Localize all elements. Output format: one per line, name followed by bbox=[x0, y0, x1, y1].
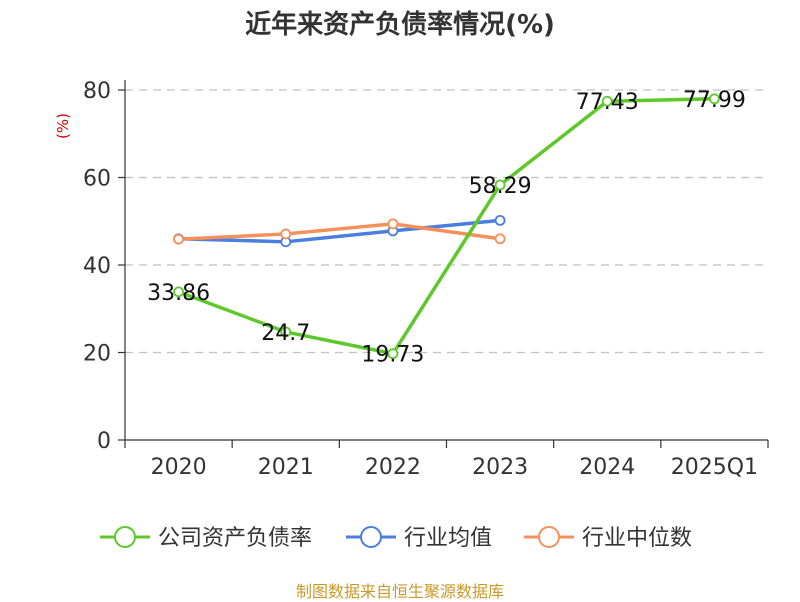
legend-swatch-marker bbox=[360, 526, 382, 548]
y-tick-label: 20 bbox=[83, 342, 111, 367]
data-label: 77.43 bbox=[576, 90, 639, 115]
data-point bbox=[494, 179, 506, 191]
data-point bbox=[280, 228, 292, 240]
x-tick-label: 2024 bbox=[579, 455, 635, 480]
x-tick-label: 2022 bbox=[365, 455, 421, 480]
data-point bbox=[494, 214, 506, 226]
data-label: 77.99 bbox=[683, 88, 746, 113]
data-label: 24.7 bbox=[261, 321, 310, 346]
legend-label: 公司资产负债率 bbox=[158, 526, 312, 551]
chart-title: 近年来资产负债率情况(%) bbox=[245, 10, 555, 40]
y-tick-label: 60 bbox=[83, 167, 111, 192]
series-line-0 bbox=[177, 97, 715, 356]
data-point bbox=[494, 233, 506, 245]
data-point bbox=[387, 218, 399, 230]
x-tick-label: 2023 bbox=[472, 455, 528, 480]
source-note: 制图数据来自恒生聚源数据库 bbox=[295, 582, 504, 601]
data-point bbox=[280, 326, 292, 338]
data-label: 58.29 bbox=[469, 174, 532, 199]
data-point bbox=[173, 286, 184, 298]
data-point bbox=[601, 95, 613, 107]
y-tick-label: 0 bbox=[97, 429, 111, 454]
data-label: 19.73 bbox=[361, 343, 424, 368]
legend-swatch-marker bbox=[114, 526, 136, 548]
y-axis-label: (%) bbox=[54, 113, 72, 139]
legend-label: 行业中位数 bbox=[582, 526, 692, 551]
x-tick-label: 2025Q1 bbox=[671, 455, 758, 480]
legend-swatch-marker bbox=[538, 526, 560, 548]
data-label: 33.86 bbox=[147, 281, 210, 306]
data-point bbox=[173, 233, 184, 245]
y-tick-label: 80 bbox=[83, 79, 111, 104]
x-tick-label: 2021 bbox=[258, 455, 314, 480]
data-point bbox=[709, 93, 720, 105]
series-line-1 bbox=[178, 218, 501, 244]
series-line-2 bbox=[178, 222, 501, 241]
x-tick-label: 2020 bbox=[151, 455, 207, 480]
data-point bbox=[387, 348, 399, 360]
legend-label: 行业均值 bbox=[404, 526, 492, 551]
y-tick-label: 40 bbox=[83, 254, 111, 279]
